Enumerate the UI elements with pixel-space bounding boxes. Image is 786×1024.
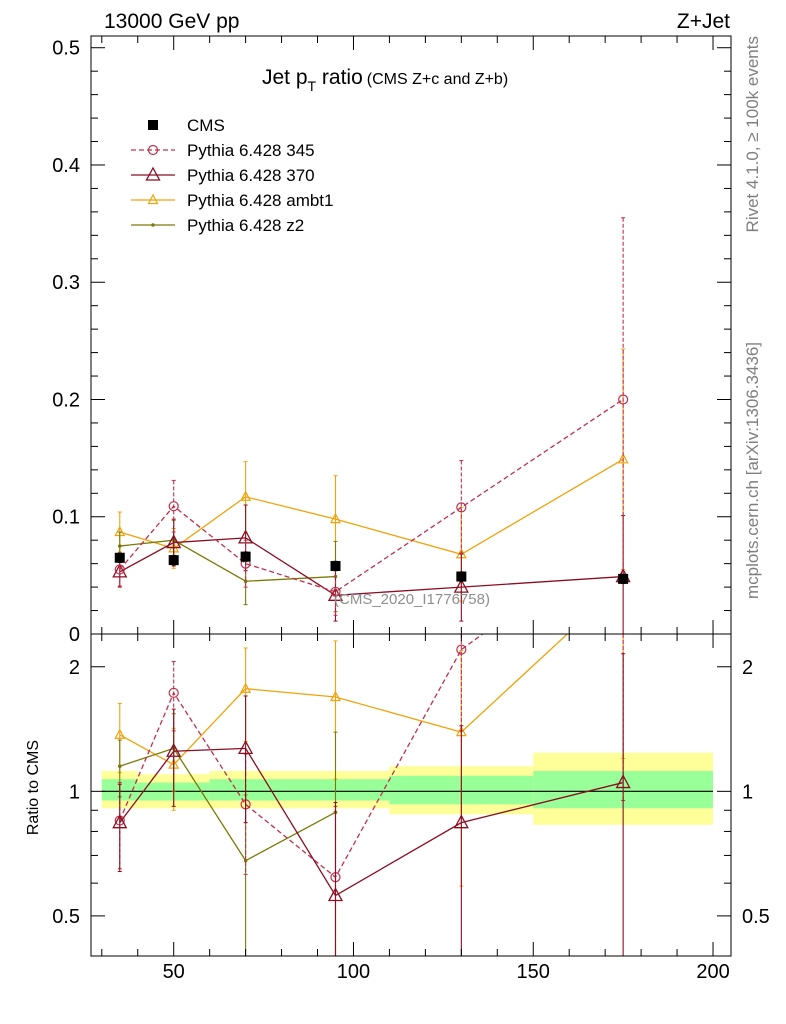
mcplots-label: mcplots.cern.ch [arXiv:1306.3436] xyxy=(743,342,762,599)
point-p345 xyxy=(618,394,629,405)
point-cms xyxy=(456,571,467,582)
series-line-z2 xyxy=(119,539,336,582)
y-tick-label: 0.4 xyxy=(52,155,80,177)
point-ambt1 xyxy=(329,512,341,524)
point-p370 xyxy=(112,563,128,578)
y-tick-label-right: 1 xyxy=(742,781,753,803)
legend-marker-p345 xyxy=(147,144,159,156)
legend-label-z2: Pythia 6.428 z2 xyxy=(187,216,304,235)
y-tick-label: 0.3 xyxy=(52,272,80,294)
ratio-panel: 50 100 150 200 0.5 0.5 1 1 2 2 Ratio to CMS xyxy=(25,633,770,983)
ratio-panel-frame xyxy=(90,633,732,957)
point-z2 xyxy=(117,544,122,548)
point-cms xyxy=(168,555,179,566)
ratio-ylabel: Ratio to CMS xyxy=(25,740,42,835)
y-tick-label-right: 0.5 xyxy=(742,906,770,928)
series-line-p345 xyxy=(119,634,484,879)
y-tick-label: 2 xyxy=(69,657,80,679)
header-energy-label: 13000 GeV pp xyxy=(104,10,239,33)
plot-title: Jet pT ratio (CMS Z+c and Z+b) xyxy=(262,66,508,94)
point-p345 xyxy=(168,501,179,512)
point-ambt1 xyxy=(240,682,252,693)
point-p370 xyxy=(166,742,182,757)
x-tick-label: 100 xyxy=(337,961,370,983)
legend-marker-cms xyxy=(148,120,158,130)
x-tick-label: 200 xyxy=(696,961,729,983)
point-p345 xyxy=(456,502,467,513)
y-tick-label: 0.5 xyxy=(52,38,80,60)
x-tick-label: 50 xyxy=(163,961,185,983)
legend-label-p345: Pythia 6.428 345 xyxy=(187,141,315,160)
point-z2 xyxy=(117,764,122,769)
y-tick-label: 0 xyxy=(69,624,80,646)
point-cms xyxy=(618,573,629,584)
point-ambt1 xyxy=(114,728,126,739)
legend-label-cms: CMS xyxy=(187,116,225,135)
series-line-ambt1 xyxy=(119,634,569,766)
point-cms xyxy=(114,552,125,563)
point-p370 xyxy=(615,774,631,789)
series-line-p370 xyxy=(119,537,624,596)
main-panel: Jet pT ratio (CMS Z+c and Z+b) (CMS_2020_… xyxy=(52,35,732,646)
y-tick-label: 1 xyxy=(69,781,80,803)
point-ambt1 xyxy=(329,690,341,702)
series-line-ambt1 xyxy=(119,458,624,555)
header-process-label: Z+Jet xyxy=(677,10,730,33)
point-p370 xyxy=(112,814,128,829)
point-p370 xyxy=(166,534,182,549)
series-line-p370 xyxy=(119,747,624,897)
x-tick-label: 150 xyxy=(517,961,550,983)
point-p370 xyxy=(238,740,254,755)
point-cms xyxy=(240,551,251,562)
point-p370 xyxy=(327,887,344,902)
point-p345 xyxy=(168,687,179,698)
point-p370 xyxy=(453,814,469,829)
analysis-watermark: (CMS_2020_I1776758) xyxy=(334,591,490,608)
point-p345 xyxy=(456,644,467,655)
series-line-p345 xyxy=(119,398,624,593)
legend: CMS Pythia 6.428 345 Pythia 6.428 370 Pythi… xyxy=(131,116,333,235)
point-p345 xyxy=(114,564,125,575)
legend-marker-z2 xyxy=(151,223,155,227)
legend-label-ambt1: Pythia 6.428 ambt1 xyxy=(187,191,333,210)
legend-label-p370: Pythia 6.428 370 xyxy=(187,166,315,185)
legend-marker-ambt1 xyxy=(147,193,159,205)
point-z2 xyxy=(243,858,248,863)
point-ambt1 xyxy=(617,453,629,464)
y-tick-label: 0.2 xyxy=(52,389,80,411)
y-tick-label: 0.5 xyxy=(52,906,80,928)
legend-marker-p370 xyxy=(145,166,161,181)
y-tick-label: 0.1 xyxy=(52,507,80,529)
rivet-version-label: Rivet 4.1.0, ≥ 100k events xyxy=(743,36,762,232)
point-z2 xyxy=(243,579,248,584)
y-tick-label-right: 2 xyxy=(742,657,753,679)
point-p345 xyxy=(330,586,341,597)
point-cms xyxy=(330,560,341,571)
point-ambt1 xyxy=(240,490,252,501)
point-p370 xyxy=(453,578,469,593)
